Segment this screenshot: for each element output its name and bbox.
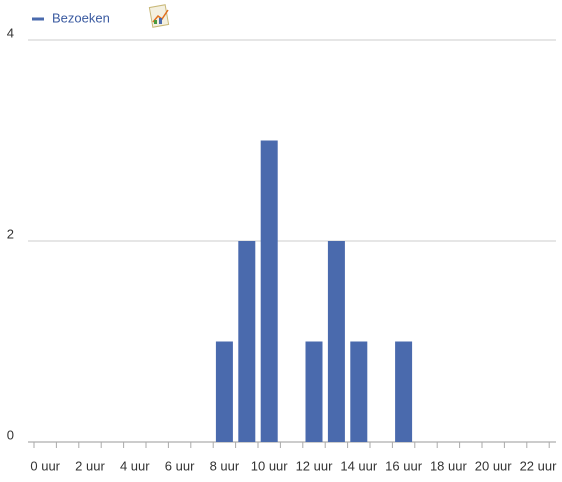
x-tick-label: 18 uur	[430, 458, 468, 473]
bar	[305, 341, 323, 442]
x-tick-label: 22 uur	[520, 458, 558, 473]
bar	[238, 241, 256, 442]
x-tick-label: 12 uur	[296, 458, 334, 473]
bar	[395, 341, 413, 442]
x-tick-label: 4 uur	[120, 458, 150, 473]
x-tick-label: 2 uur	[75, 458, 105, 473]
bar	[260, 140, 278, 442]
bar	[350, 341, 368, 442]
x-tick-label: 8 uur	[210, 458, 240, 473]
legend-label: Bezoeken	[52, 10, 110, 25]
x-tick-label: 0 uur	[30, 458, 60, 473]
export-icon[interactable]	[148, 4, 170, 28]
x-tick-label: 20 uur	[475, 458, 513, 473]
x-tick-label: 16 uur	[385, 458, 423, 473]
y-tick-label: 4	[7, 25, 14, 40]
x-tick-label: 14 uur	[340, 458, 378, 473]
y-tick-label: 2	[7, 226, 14, 241]
x-tick-label: 6 uur	[165, 458, 195, 473]
y-tick-label: 0	[7, 427, 14, 442]
bar	[327, 241, 345, 442]
bar	[215, 341, 233, 442]
x-tick-label: 10 uur	[251, 458, 289, 473]
